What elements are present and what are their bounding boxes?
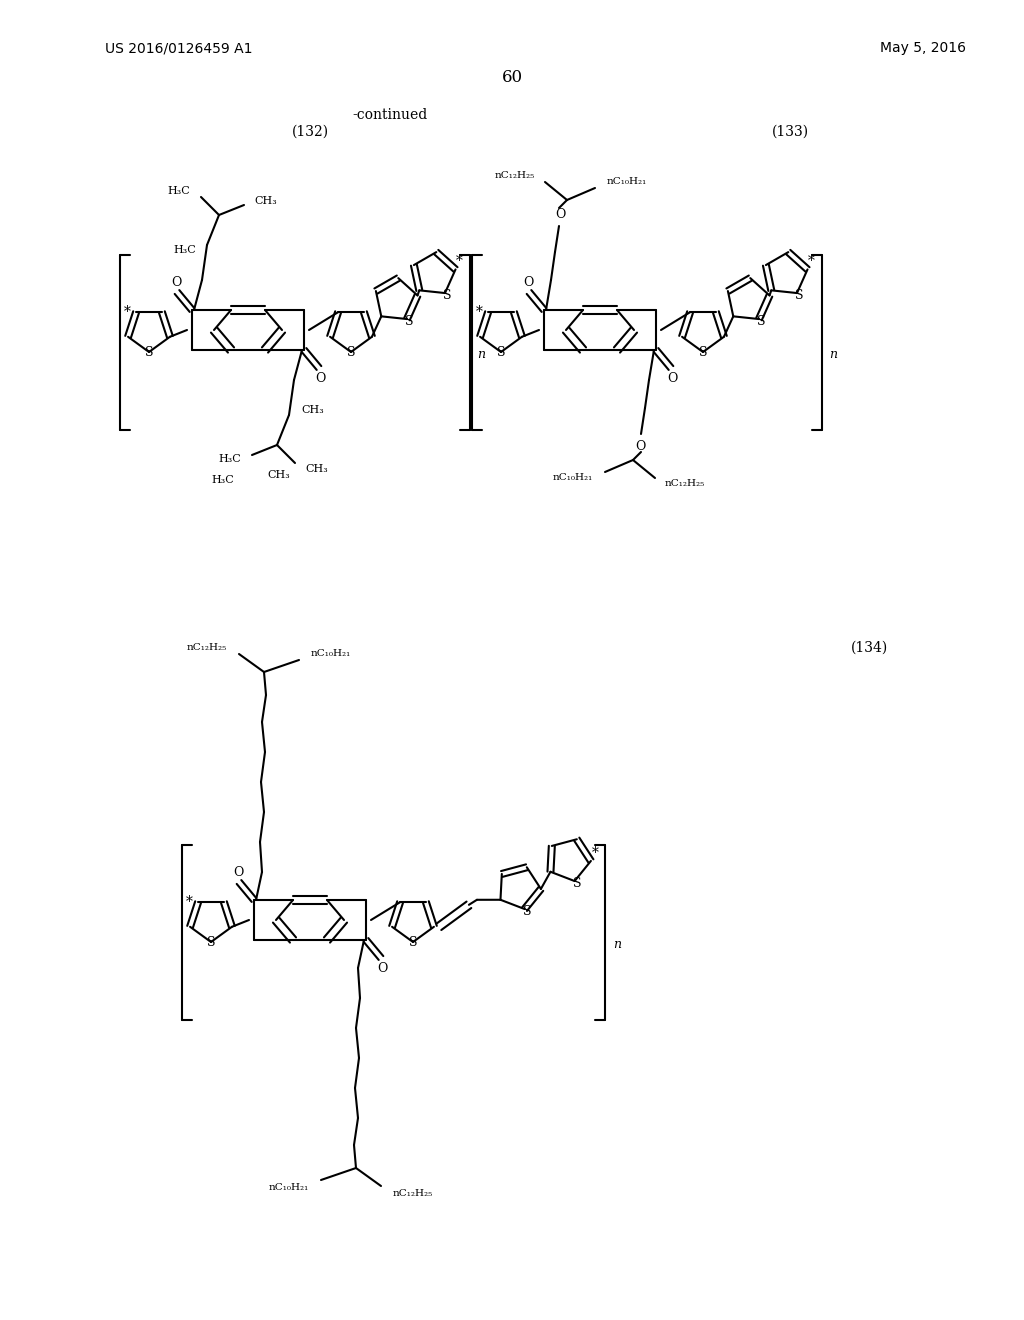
Text: *: * [592, 846, 598, 859]
Text: O: O [667, 371, 677, 384]
Text: (134): (134) [851, 642, 889, 655]
Text: O: O [635, 440, 645, 453]
Text: nC₁₂H₂₅: nC₁₂H₂₅ [393, 1189, 433, 1199]
Text: CH₃: CH₃ [302, 405, 325, 414]
Text: S: S [442, 289, 452, 301]
Text: O: O [314, 371, 326, 384]
Text: nC₁₂H₂₅: nC₁₂H₂₅ [186, 644, 227, 652]
Text: S: S [497, 346, 505, 359]
Text: *: * [456, 255, 463, 268]
Text: *: * [185, 895, 193, 909]
Text: *: * [124, 305, 130, 319]
Text: nC₁₂H₂₅: nC₁₂H₂₅ [495, 172, 536, 181]
Text: -continued: -continued [352, 108, 428, 121]
Text: H₃C: H₃C [174, 246, 197, 255]
Text: n: n [477, 348, 485, 362]
Text: CH₃: CH₃ [255, 195, 278, 206]
Text: H₃C: H₃C [212, 475, 234, 484]
Text: O: O [232, 866, 243, 879]
Text: O: O [555, 207, 565, 220]
Text: (132): (132) [292, 125, 329, 139]
Text: S: S [207, 936, 215, 949]
Text: US 2016/0126459 A1: US 2016/0126459 A1 [105, 41, 253, 55]
Text: S: S [573, 876, 582, 890]
Text: S: S [409, 936, 417, 949]
Text: H₃C: H₃C [219, 454, 242, 465]
Text: 60: 60 [502, 70, 522, 87]
Text: S: S [144, 346, 154, 359]
Text: H₃C: H₃C [168, 186, 190, 195]
Text: (133): (133) [771, 125, 809, 139]
Text: nC₁₂H₂₅: nC₁₂H₂₅ [665, 479, 706, 488]
Text: n: n [613, 939, 621, 952]
Text: nC₁₀H₂₁: nC₁₀H₂₁ [553, 474, 593, 483]
Text: nC₁₀H₂₁: nC₁₀H₂₁ [269, 1184, 309, 1192]
Text: S: S [404, 314, 414, 327]
Text: n: n [829, 348, 838, 362]
Text: S: S [347, 346, 355, 359]
Text: S: S [698, 346, 708, 359]
Text: *: * [475, 305, 482, 319]
Text: CH₃: CH₃ [305, 465, 329, 474]
Text: May 5, 2016: May 5, 2016 [880, 41, 966, 55]
Text: O: O [523, 276, 534, 289]
Text: S: S [523, 904, 531, 917]
Text: S: S [757, 314, 765, 327]
Text: O: O [171, 276, 181, 289]
Text: *: * [808, 255, 815, 268]
Text: O: O [377, 961, 387, 974]
Text: nC₁₀H₂₁: nC₁₀H₂₁ [311, 649, 351, 659]
Text: nC₁₀H₂₁: nC₁₀H₂₁ [607, 177, 647, 186]
Text: S: S [795, 289, 803, 301]
Text: CH₃: CH₃ [267, 470, 290, 480]
